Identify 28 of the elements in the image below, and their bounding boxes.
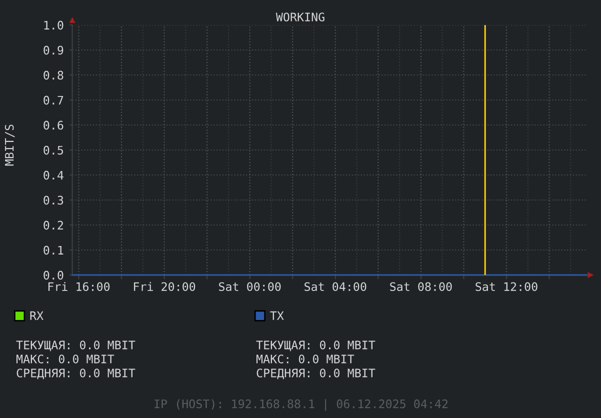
y-axis-title: MBIT/S <box>4 124 15 166</box>
legend-label: TX <box>270 311 284 320</box>
text: МАКС: 0.0 MBIT <box>256 354 354 364</box>
text: IP (HOST): 192.168.88.1 | 06.12.2025 04:42 <box>154 399 448 411</box>
y-tick-label: 0.4 <box>44 170 64 180</box>
x-tick-label: Sat 00:00 <box>219 282 281 292</box>
y-tick-label: 0.6 <box>44 120 64 130</box>
text: ТЕКУЩАЯ: 0.0 MBIT <box>256 340 376 352</box>
y-tick-label: 0.3 <box>44 196 64 205</box>
y-tick-label: 0.1 <box>44 246 64 255</box>
legend-label: RX <box>30 311 44 320</box>
y-tick-label: 0.7 <box>44 96 64 105</box>
text: СРЕДНЯЯ: 0.0 MBIT <box>256 368 376 380</box>
y-tick-label: 0.2 <box>44 220 63 230</box>
text: ТЕКУЩАЯ: 0.0 MBIT <box>16 340 136 352</box>
x-tick-label: Fri 16:00 <box>48 282 110 292</box>
y-tick-label: 1.0 <box>44 20 64 30</box>
y-tick-label: 0.0 <box>44 270 64 280</box>
y-tick-label: 0.5 <box>44 146 64 155</box>
text: СРЕДНЯЯ: 0.0 MBIT <box>16 368 136 380</box>
x-tick-label: Sat 08:00 <box>390 282 452 292</box>
x-tick-label: Fri 20:00 <box>134 282 196 292</box>
x-tick-label: Sat 04:00 <box>304 282 366 292</box>
text: МАКС: 0.0 MBIT <box>16 354 114 364</box>
chart-title: WORKING <box>276 12 324 22</box>
y-tick-label: 0.9 <box>44 46 64 55</box>
x-tick-label: Sat 12:00 <box>476 282 538 292</box>
y-tick-label: 0.8 <box>44 70 64 80</box>
